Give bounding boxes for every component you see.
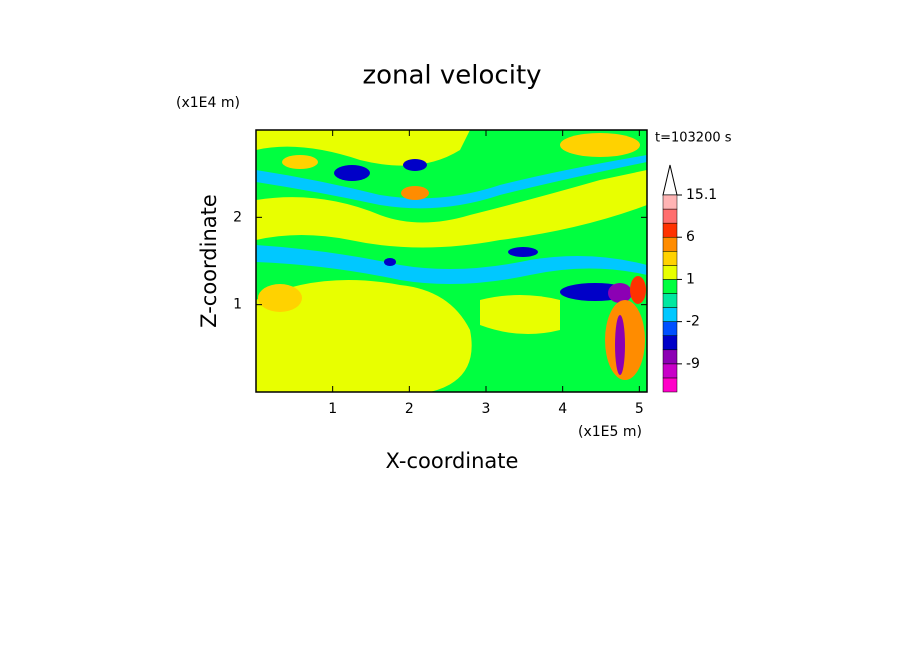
colorbar-band: [662, 363, 678, 379]
x-tick-label: 1: [328, 401, 337, 417]
x-axis-title: X-coordinate: [386, 449, 519, 473]
chart-title: zonal velocity: [362, 61, 541, 91]
colorbar-tick-label: -2: [686, 314, 700, 330]
contour-fill: [508, 247, 538, 257]
contour-fill: [256, 245, 647, 284]
y-unit: (x1E4 m): [176, 95, 240, 111]
contour-fill: [258, 284, 302, 312]
colorbar-band: [662, 293, 678, 308]
contour-fill: [401, 186, 429, 200]
contour-fill: [384, 258, 396, 266]
x-tick-label: 2: [405, 401, 414, 417]
contour-fill: [256, 130, 470, 166]
colorbar-band: [662, 251, 678, 266]
colorbar-band: [662, 222, 678, 238]
annotation: t=103200 s: [655, 131, 732, 146]
y-axis-title: Z-coordinate: [197, 194, 221, 328]
colorbar-band: [662, 307, 678, 322]
contour-fill: [630, 276, 646, 304]
colorbar-band: [662, 349, 678, 365]
contour-fill: [560, 133, 640, 157]
colorbar-band: [662, 208, 678, 224]
x-tick-label: 4: [558, 401, 567, 417]
colorbar-band: [662, 377, 678, 393]
contour-fill: [334, 165, 370, 181]
x-tick-label: 3: [482, 401, 491, 417]
x-tick-label: 5: [635, 401, 644, 417]
contour-field: [256, 130, 647, 392]
contour-fill: [615, 315, 625, 375]
contour-fill: [403, 159, 427, 171]
plot-frame: [255, 129, 648, 393]
x-unit: (x1E5 m): [578, 424, 642, 440]
colorbar-band: [662, 236, 678, 252]
y-tick-label: 2: [233, 209, 242, 225]
colorbar-band: [662, 265, 678, 280]
colorbar-band: [662, 194, 678, 210]
contour-fill: [282, 155, 318, 169]
colorbar-band: [662, 321, 678, 336]
colorbar-band: [662, 335, 678, 351]
contour-fill: [605, 300, 645, 380]
colorbar-band: [662, 279, 678, 294]
colorbar-tick-label: 1: [686, 271, 695, 287]
contour-fill: [480, 295, 560, 334]
colorbar-tick-label: -9: [686, 356, 700, 372]
y-tick-label: 1: [233, 297, 242, 313]
colorbar-arrow: [662, 164, 678, 196]
contour-fill: [256, 155, 647, 209]
contour-fill: [608, 283, 632, 303]
contour-fill: [256, 280, 472, 392]
contour-fill: [256, 170, 647, 248]
colorbar-tick-label: 15.1: [686, 187, 717, 203]
colorbar-tick-label: 6: [686, 229, 695, 245]
